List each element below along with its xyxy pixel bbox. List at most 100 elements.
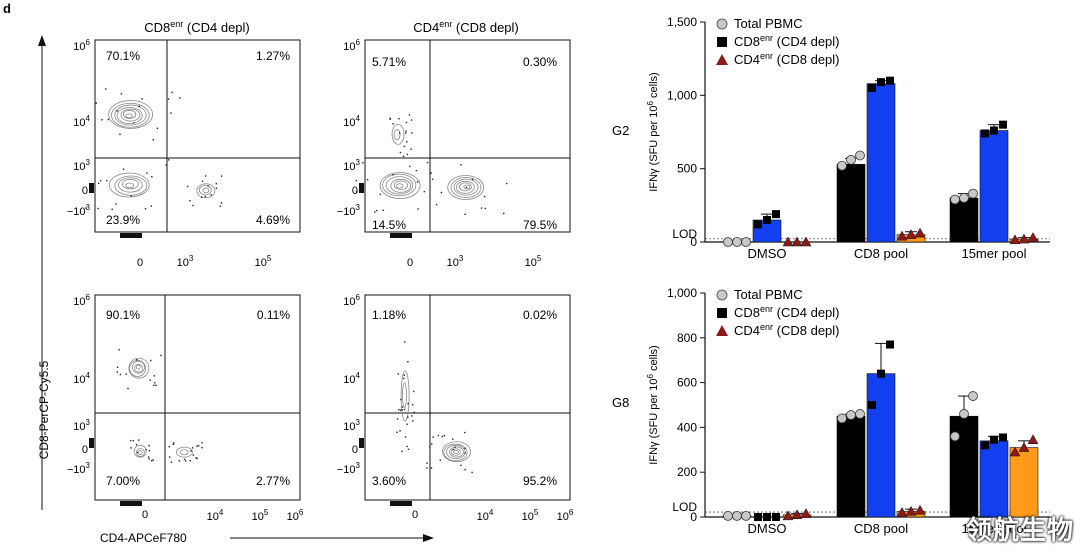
event-dot xyxy=(426,467,428,469)
event-dot xyxy=(138,105,140,107)
data-point xyxy=(999,120,1007,129)
data-point xyxy=(837,160,847,171)
x-tick-10-4: 104 xyxy=(477,508,494,523)
contour-line xyxy=(393,129,401,140)
contour-line xyxy=(453,449,459,454)
data-point xyxy=(990,126,998,135)
event-dot xyxy=(167,98,170,100)
event-dot xyxy=(392,123,394,125)
event-dot xyxy=(464,447,466,450)
event-dot xyxy=(133,122,135,124)
contour-line xyxy=(125,182,135,189)
data-point xyxy=(981,441,989,450)
event-dot xyxy=(382,209,385,212)
event-dot xyxy=(415,169,418,172)
event-dot xyxy=(105,88,107,90)
contour-line xyxy=(114,104,147,126)
data-point xyxy=(950,431,960,442)
event-dot xyxy=(215,182,217,185)
event-dot xyxy=(398,408,400,411)
y-rug xyxy=(359,438,364,448)
contour-line xyxy=(125,113,133,119)
event-dot xyxy=(389,118,392,120)
data-point xyxy=(905,505,917,516)
flow-y-axis: CD8-PerCP-Cy5.5 xyxy=(37,35,51,510)
y-tick-label: 1,500 xyxy=(667,15,697,29)
data-point xyxy=(877,78,885,87)
event-dot xyxy=(405,132,407,134)
quadrant-label-bottom-right: 95.2% xyxy=(523,474,557,488)
x-rug xyxy=(120,501,142,506)
y-tick-10-3: 103 xyxy=(343,418,360,433)
event-dot xyxy=(107,118,109,121)
event-dot xyxy=(201,180,204,182)
data-point xyxy=(959,409,969,419)
event-dot xyxy=(399,151,402,154)
event-dot xyxy=(471,471,473,474)
contour-line xyxy=(450,177,482,198)
data-point xyxy=(914,504,926,515)
event-dot xyxy=(189,200,191,202)
event-dot xyxy=(405,130,407,132)
contour-line xyxy=(129,360,147,377)
data-point xyxy=(914,227,926,238)
data-point xyxy=(754,513,762,521)
event-dot xyxy=(403,145,406,148)
x-tick-10-3: 103 xyxy=(177,254,194,269)
lod-label: LOD xyxy=(672,500,697,514)
x-tick-10-5: 105 xyxy=(252,508,269,523)
bar xyxy=(866,373,896,518)
y-tick-10-4: 104 xyxy=(343,114,360,129)
contour-line xyxy=(108,172,150,198)
y-tick-label: 1,000 xyxy=(667,286,697,300)
event-dot xyxy=(452,438,454,440)
event-dot xyxy=(503,212,505,215)
event-dot xyxy=(410,119,413,121)
event-dot xyxy=(411,132,413,134)
event-dot xyxy=(483,195,486,198)
event-dot xyxy=(441,435,444,438)
event-dot xyxy=(155,384,157,387)
contour-line xyxy=(391,124,405,145)
quadrant-label-bottom-right: 79.5% xyxy=(523,218,557,232)
data-point xyxy=(846,154,856,165)
data-point xyxy=(723,237,733,247)
category-label: DMSO xyxy=(748,521,787,536)
event-dot xyxy=(106,179,108,182)
event-dot xyxy=(152,139,154,141)
x-tick-10-5: 105 xyxy=(255,254,272,269)
legend-marker-circle xyxy=(716,18,728,30)
event-dot xyxy=(439,459,442,461)
event-dot xyxy=(396,431,398,433)
event-dot xyxy=(396,418,399,420)
legend-marker-triangle xyxy=(716,54,728,65)
event-dot xyxy=(189,459,191,462)
y-rug xyxy=(89,183,94,193)
x-tick-0: 0 xyxy=(412,509,418,521)
data-point xyxy=(968,391,978,401)
event-dot xyxy=(191,447,194,449)
category-label: 15mer pool xyxy=(961,246,1026,261)
event-dot xyxy=(148,444,150,447)
y-tick-0: 0 xyxy=(82,444,88,456)
event-dot xyxy=(412,403,414,406)
event-dot xyxy=(417,208,419,210)
event-dot xyxy=(407,416,409,419)
flow-y-ticks-row2: 106 104 103 0 −103 xyxy=(67,293,91,476)
y-axis-label: IFNγ (SFU per 106 cells) xyxy=(646,345,660,464)
bar xyxy=(979,440,1009,518)
event-dot xyxy=(464,452,466,454)
event-dot xyxy=(151,176,153,178)
event-dot xyxy=(179,97,181,99)
event-dot xyxy=(190,450,192,452)
event-dot xyxy=(376,209,378,212)
event-dot xyxy=(135,443,138,446)
event-dot xyxy=(141,98,143,100)
contour-line xyxy=(450,448,461,456)
y-axis-label: IFNγ (SFU per 106 cells) xyxy=(646,72,660,191)
flow-x-axis: CD4-APCeF780 xyxy=(100,531,434,545)
event-dot xyxy=(170,112,172,114)
event-dot xyxy=(431,178,434,180)
flow-plot-frame xyxy=(94,294,301,501)
category-label: 15mer pool xyxy=(961,521,1026,536)
